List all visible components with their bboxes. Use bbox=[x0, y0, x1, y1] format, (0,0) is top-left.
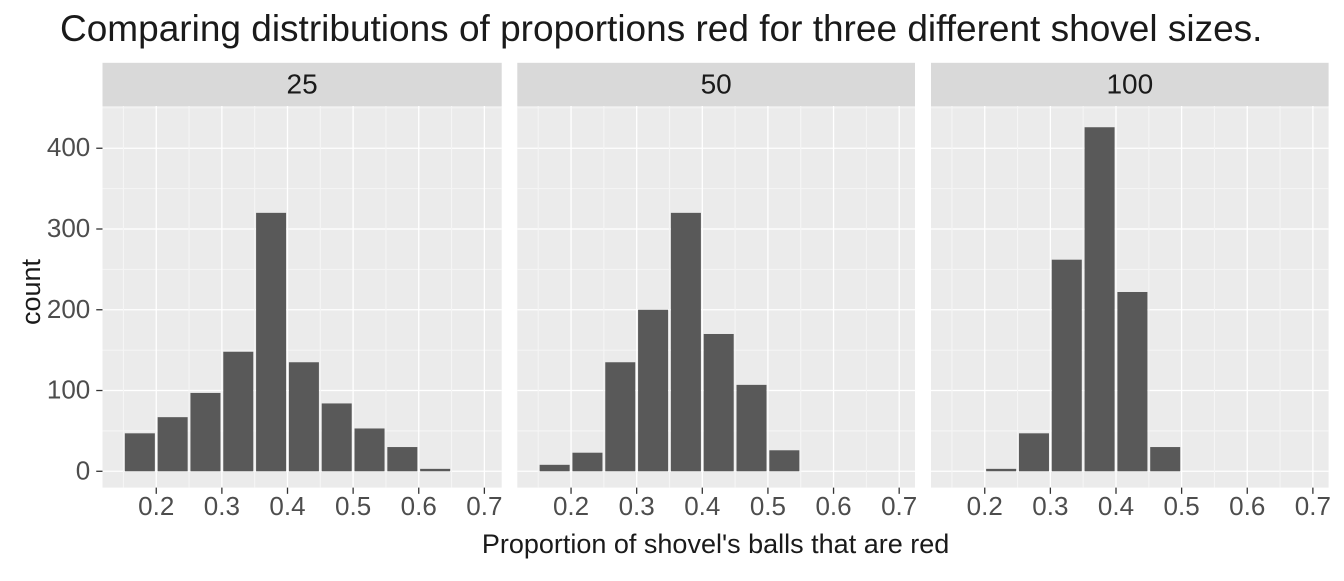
svg-text:400: 400 bbox=[47, 132, 90, 162]
svg-text:0.3: 0.3 bbox=[204, 491, 240, 521]
svg-text:0.3: 0.3 bbox=[1032, 491, 1068, 521]
svg-text:0.2: 0.2 bbox=[967, 491, 1003, 521]
svg-text:count: count bbox=[16, 259, 46, 326]
svg-text:0.6: 0.6 bbox=[1229, 491, 1265, 521]
svg-text:100: 100 bbox=[1106, 68, 1153, 99]
svg-text:0.2: 0.2 bbox=[553, 491, 589, 521]
svg-text:0.5: 0.5 bbox=[1164, 491, 1200, 521]
svg-text:0.4: 0.4 bbox=[1098, 491, 1134, 521]
svg-text:Proportion of shovel's balls t: Proportion of shovel's balls that are re… bbox=[482, 529, 949, 559]
svg-text:0.6: 0.6 bbox=[401, 491, 437, 521]
svg-text:0.2: 0.2 bbox=[138, 491, 174, 521]
svg-text:0.5: 0.5 bbox=[750, 491, 786, 521]
svg-text:50: 50 bbox=[701, 68, 732, 99]
svg-text:0.7: 0.7 bbox=[1295, 491, 1331, 521]
svg-text:0.7: 0.7 bbox=[881, 491, 917, 521]
svg-text:0: 0 bbox=[76, 455, 90, 485]
svg-text:0.3: 0.3 bbox=[619, 491, 655, 521]
svg-text:100: 100 bbox=[47, 375, 90, 405]
svg-text:0.6: 0.6 bbox=[815, 491, 851, 521]
svg-text:0.7: 0.7 bbox=[466, 491, 502, 521]
svg-text:0.4: 0.4 bbox=[269, 491, 305, 521]
svg-text:0.4: 0.4 bbox=[684, 491, 720, 521]
svg-text:300: 300 bbox=[47, 213, 90, 243]
svg-text:0.5: 0.5 bbox=[335, 491, 371, 521]
svg-text:200: 200 bbox=[47, 294, 90, 324]
svg-text:25: 25 bbox=[287, 68, 318, 99]
